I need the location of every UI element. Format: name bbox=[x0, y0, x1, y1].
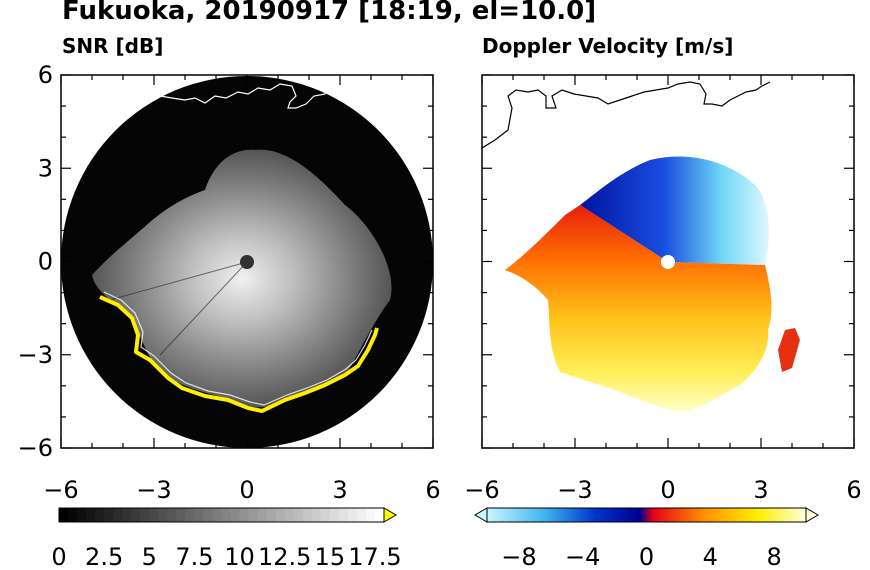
snr-edge-white bbox=[103, 291, 373, 406]
snr-colorbar-step bbox=[221, 508, 232, 522]
snr-colorbar-step bbox=[257, 508, 268, 522]
snr-x-tick-label: −3 bbox=[136, 476, 171, 504]
snr-colorbar-step bbox=[230, 508, 241, 522]
snr-colorbar-step bbox=[212, 508, 222, 522]
snr-colorbar-step bbox=[86, 508, 96, 522]
snr-colorbar-step bbox=[185, 508, 195, 522]
snr-colorbar-tick-label: 10 bbox=[224, 543, 255, 570]
snr-x-tick-label: 0 bbox=[239, 476, 254, 504]
snr-colorbar-step bbox=[203, 508, 213, 522]
snr-beam-lines bbox=[109, 261, 248, 356]
snr-colorbar-tick-label: 15 bbox=[315, 543, 346, 570]
axes-layer: −6 −3 0 3 6 6 3 0 −3 −6 −6 −3 0 3 6 bbox=[18, 61, 862, 504]
figure-title: Fukuoka, 20190917 [18:19, el=10.0] bbox=[62, 0, 597, 26]
velocity-colorbar-extend-right bbox=[805, 507, 819, 523]
snr-colorbar-step bbox=[104, 508, 114, 522]
snr-y-tick-label: 6 bbox=[38, 61, 53, 89]
snr-colorbar-step bbox=[113, 508, 123, 522]
snr-plot-area bbox=[61, 76, 433, 448]
snr-colorbar: 0 2.5 5 7.5 10 12.5 15 17.5 bbox=[51, 507, 402, 570]
snr-colorbar-tick-label: 2.5 bbox=[85, 543, 123, 570]
snr-colorbar-step bbox=[248, 508, 259, 522]
snr-colorbar-step bbox=[302, 508, 313, 522]
snr-colorbar-step bbox=[365, 508, 376, 522]
snr-colorbar-step bbox=[59, 508, 69, 522]
velocity-approaching-region bbox=[580, 156, 769, 265]
velocity-x-tick-label: −3 bbox=[557, 476, 592, 504]
snr-colorbar-step bbox=[374, 508, 385, 522]
velocity-x-tick-label: 0 bbox=[660, 476, 675, 504]
velocity-x-tick-label: 6 bbox=[846, 476, 861, 504]
snr-colorbar-step bbox=[140, 508, 150, 522]
snr-colorbar-step bbox=[347, 508, 358, 522]
snr-colorbar-step bbox=[149, 508, 159, 522]
snr-echo-region bbox=[92, 149, 392, 408]
snr-colorbar-step bbox=[167, 508, 177, 522]
snr-colorbar-step bbox=[176, 508, 186, 522]
snr-colorbar-step bbox=[266, 508, 277, 522]
snr-colorbar-step bbox=[284, 508, 295, 522]
snr-radar-center bbox=[240, 255, 254, 269]
velocity-x-tick-label: −6 bbox=[464, 476, 499, 504]
snr-colorbar-step bbox=[158, 508, 168, 522]
snr-colorbar-step bbox=[311, 508, 322, 522]
velocity-x-tick-label: 3 bbox=[753, 476, 768, 504]
snr-colorbar-extend-arrow bbox=[383, 507, 397, 523]
velocity-radar-center bbox=[661, 255, 675, 269]
snr-colorbar-step bbox=[338, 508, 349, 522]
snr-colorbar-frame bbox=[58, 507, 385, 523]
velocity-coastline bbox=[482, 81, 771, 149]
snr-colorbar-step bbox=[68, 508, 78, 522]
snr-coastline bbox=[159, 77, 347, 109]
snr-x-tick-label: 3 bbox=[332, 476, 347, 504]
snr-colorbar-tick-label: 7.5 bbox=[175, 543, 213, 570]
snr-colorbar-step bbox=[122, 508, 132, 522]
snr-y-tick-label: 3 bbox=[38, 154, 53, 182]
velocity-colorbar-tick-label: −4 bbox=[565, 543, 600, 570]
snr-colorbar-step bbox=[95, 508, 105, 522]
snr-edge-yellow bbox=[99, 295, 379, 413]
snr-colorbar-step bbox=[320, 508, 331, 522]
snr-colorbar-tick-label: 12.5 bbox=[258, 543, 311, 570]
snr-colorbar-step bbox=[275, 508, 286, 522]
snr-colorbar-step bbox=[131, 508, 141, 522]
snr-y-tick-label: −6 bbox=[18, 434, 53, 462]
velocity-colorbar-tick-label: −8 bbox=[501, 543, 536, 570]
snr-colorbar-step bbox=[356, 508, 367, 522]
velocity-isolated-echo bbox=[778, 328, 800, 372]
snr-y-tick-label: 0 bbox=[38, 248, 53, 276]
snr-colorbar-step bbox=[194, 508, 204, 522]
velocity-colorbar: −8 −4 0 4 8 bbox=[474, 507, 819, 570]
velocity-plot-area bbox=[482, 81, 800, 412]
velocity-colorbar-extend-left bbox=[474, 507, 488, 523]
snr-panel-title: SNR [dB] bbox=[62, 34, 164, 58]
snr-colorbar-step bbox=[293, 508, 304, 522]
snr-colorbar-step bbox=[239, 508, 250, 522]
velocity-receding-region bbox=[505, 205, 772, 412]
snr-colorbar-tick-label: 5 bbox=[142, 543, 157, 570]
snr-colorbar-step bbox=[77, 508, 87, 522]
velocity-colorbar-tick-label: 8 bbox=[766, 543, 781, 570]
snr-y-tick-label: −3 bbox=[18, 341, 53, 369]
snr-colorbar-step bbox=[329, 508, 340, 522]
snr-x-tick-label: 6 bbox=[425, 476, 440, 504]
velocity-colorbar-gradient bbox=[486, 507, 807, 523]
velocity-colorbar-tick-label: 4 bbox=[703, 543, 718, 570]
snr-colorbar-tick-label: 17.5 bbox=[348, 543, 401, 570]
velocity-colorbar-tick-label: 0 bbox=[639, 543, 654, 570]
snr-x-tick-label: −6 bbox=[43, 476, 78, 504]
snr-colorbar-tick-label: 0 bbox=[51, 543, 66, 570]
velocity-panel-title: Doppler Velocity [m/s] bbox=[482, 34, 734, 58]
